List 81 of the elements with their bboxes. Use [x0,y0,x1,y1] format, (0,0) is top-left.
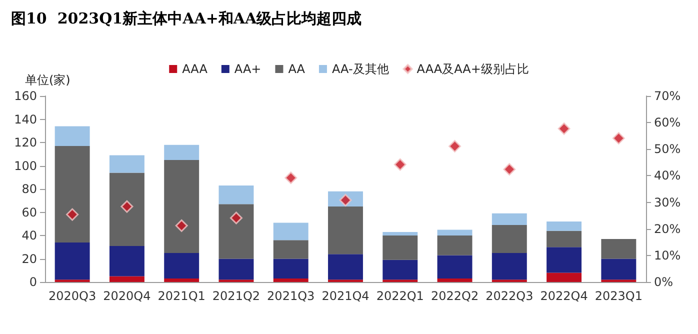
legend-label: AA-及其他 [332,62,389,76]
y-axis-title: 单位(家) [25,73,70,87]
point [175,219,188,232]
bar [164,252,200,279]
bar [109,155,144,173]
y2-tick-label: 60% [654,116,681,130]
y2-tick-label: 40% [654,168,681,183]
y2-tick-label: 70% [654,89,681,103]
y-tick-label: 100 [14,158,37,173]
bar [273,222,308,240]
x-tick-label: 2020Q4 [103,289,151,303]
y-tick-label: 160 [14,89,37,103]
y2-tick-label: 0% [654,275,674,289]
legend-label: AA [288,62,306,76]
y-tick-label: 0 [29,275,37,289]
bar [328,254,363,280]
bar [54,146,90,242]
bar [382,236,418,260]
bar [492,252,527,280]
point [612,132,625,144]
bar [492,213,527,226]
x-tick-label: 2020Q3 [48,289,96,303]
bar [601,258,636,280]
x-tick-label: 2022Q4 [540,289,588,303]
bar [546,272,582,282]
chart-title: 图10 2023Q1新主体中AA+和AA级占比均超四成 [11,10,362,28]
x-tick-label: 2022Q2 [430,289,479,303]
y2-tick-label: 10% [654,248,681,262]
bar [273,278,308,282]
y-tick-label: 140 [14,112,37,126]
y-tick-label: 120 [14,136,37,150]
bar [382,232,418,236]
y2-tick-label: 50% [654,142,681,156]
bar [54,242,90,280]
bar [164,278,200,282]
x-tick-label: 2021Q4 [322,289,370,303]
bar [218,258,254,280]
point [448,140,462,152]
bar [546,222,582,231]
point [558,122,570,135]
y-tick-label: 60 [22,205,37,220]
x-tick-label: 2022Q3 [486,289,534,303]
y-tick-label: 80 [22,182,37,196]
bar [109,172,144,246]
point [230,212,242,224]
bar [273,258,308,279]
bar [109,276,144,282]
point [284,172,298,184]
bar [546,247,582,273]
point [66,208,79,221]
bar [437,255,472,279]
bar [218,186,254,204]
point [394,158,406,171]
bar [437,230,472,236]
bar [218,204,254,259]
bar [546,230,582,248]
x-tick-label: 2021Q3 [267,289,315,303]
bar [164,160,200,253]
bar [492,225,527,253]
legend-label: AAA及AA+级别占比 [416,62,529,76]
bar [437,236,472,256]
legend-label: AA+ [234,62,262,76]
x-tick-label: 2022Q1 [376,289,424,303]
legend-label: AAA [182,62,208,76]
x-tick-label: 2023Q1 [594,289,642,303]
y-tick-label: 40 [22,228,37,242]
bar [437,278,472,282]
bar [601,238,636,259]
bar [109,246,144,276]
y-tick-label: 20 [22,252,37,266]
bar [54,126,90,146]
bar [164,144,200,160]
bar [328,206,363,254]
bar [273,240,308,259]
y2-tick-label: 30% [654,195,681,210]
point [120,200,134,213]
y2-tick-label: 20% [654,222,681,236]
x-tick-label: 2021Q1 [158,289,206,303]
bar [382,260,418,280]
x-tick-label: 2021Q2 [212,289,260,303]
point [503,163,516,176]
